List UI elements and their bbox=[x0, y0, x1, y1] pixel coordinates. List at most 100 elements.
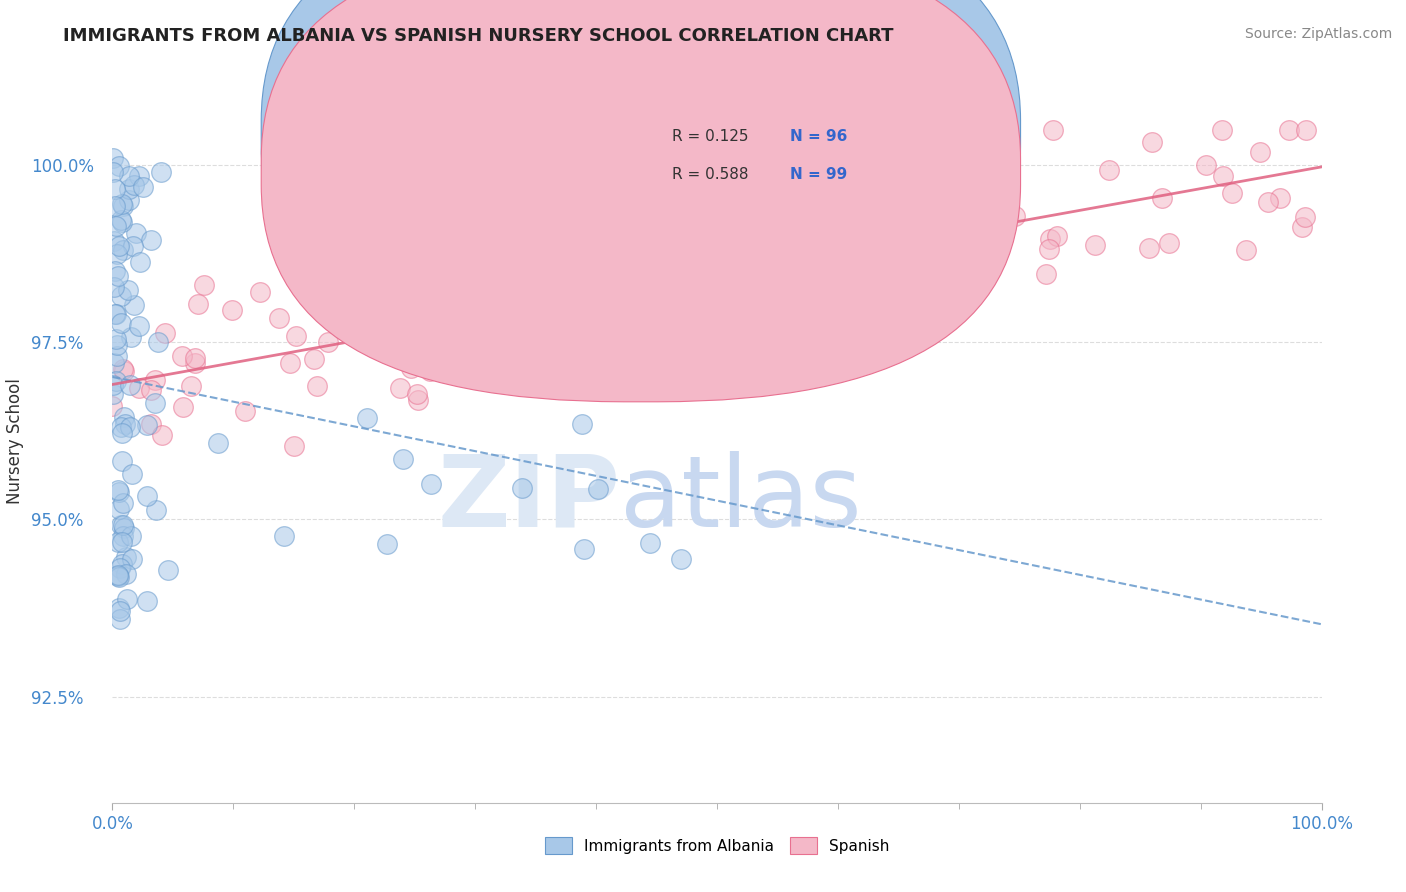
Point bbox=[104, 332, 127, 346]
Point bbox=[560, 338, 582, 352]
Point bbox=[117, 283, 139, 297]
Point bbox=[586, 483, 609, 497]
Point bbox=[156, 563, 179, 577]
Point bbox=[880, 186, 903, 200]
Point bbox=[458, 219, 481, 233]
Point bbox=[103, 280, 125, 294]
Point bbox=[1236, 243, 1258, 257]
Point bbox=[112, 521, 135, 535]
Point bbox=[896, 142, 918, 156]
Point bbox=[418, 310, 440, 324]
Point bbox=[364, 300, 387, 314]
Point bbox=[1270, 191, 1292, 205]
Text: atlas: atlas bbox=[620, 450, 862, 548]
Point bbox=[650, 334, 672, 348]
Point bbox=[924, 276, 946, 290]
Point bbox=[765, 276, 787, 290]
Point bbox=[104, 374, 127, 388]
Point bbox=[107, 535, 129, 549]
Point bbox=[553, 226, 575, 240]
Point bbox=[399, 361, 422, 376]
Point bbox=[120, 529, 142, 543]
Point bbox=[104, 199, 127, 213]
Point bbox=[304, 351, 326, 366]
Legend: Immigrants from Albania, Spanish: Immigrants from Albania, Spanish bbox=[538, 831, 896, 860]
Point bbox=[921, 183, 943, 197]
Point bbox=[388, 295, 411, 310]
Point bbox=[146, 334, 169, 349]
Point bbox=[105, 307, 128, 321]
Point bbox=[1277, 123, 1299, 137]
Point bbox=[411, 285, 433, 300]
Point bbox=[112, 529, 135, 543]
Point bbox=[103, 164, 125, 178]
Point bbox=[111, 244, 134, 258]
Point bbox=[280, 356, 302, 370]
Point bbox=[1046, 228, 1069, 243]
Point bbox=[128, 381, 150, 395]
Text: Source: ZipAtlas.com: Source: ZipAtlas.com bbox=[1244, 27, 1392, 41]
Point bbox=[136, 594, 159, 608]
Point bbox=[571, 417, 593, 431]
Point bbox=[631, 316, 654, 330]
Point bbox=[125, 226, 148, 240]
Point bbox=[273, 528, 295, 542]
Point bbox=[112, 496, 135, 510]
Point bbox=[110, 419, 132, 434]
Point bbox=[101, 400, 124, 414]
Point bbox=[1294, 211, 1316, 225]
Point bbox=[931, 290, 953, 304]
Point bbox=[392, 452, 415, 467]
Text: N = 99: N = 99 bbox=[790, 168, 846, 183]
Text: R = 0.125: R = 0.125 bbox=[672, 129, 749, 145]
Point bbox=[107, 484, 129, 499]
Point bbox=[110, 426, 132, 441]
Point bbox=[110, 316, 132, 330]
Point bbox=[108, 159, 131, 173]
Point bbox=[153, 326, 176, 340]
Point bbox=[406, 387, 429, 401]
Point bbox=[112, 410, 135, 425]
Point bbox=[1211, 123, 1233, 137]
Point bbox=[128, 169, 150, 184]
Point bbox=[398, 268, 420, 283]
Point bbox=[107, 567, 129, 582]
Point bbox=[107, 337, 129, 351]
Point bbox=[108, 239, 131, 253]
Point bbox=[143, 373, 166, 387]
Point bbox=[420, 477, 443, 491]
Point bbox=[1035, 267, 1057, 281]
Point bbox=[249, 285, 271, 299]
Point bbox=[382, 279, 405, 293]
Point bbox=[111, 214, 134, 228]
Point bbox=[121, 467, 143, 481]
Point bbox=[408, 392, 430, 407]
Point bbox=[305, 379, 328, 393]
Point bbox=[172, 401, 194, 415]
Point bbox=[107, 483, 129, 497]
Point bbox=[120, 329, 142, 343]
Point bbox=[107, 269, 129, 284]
Point bbox=[145, 503, 167, 517]
Point bbox=[107, 570, 129, 584]
Point bbox=[128, 318, 150, 333]
Point bbox=[889, 195, 911, 210]
Point bbox=[118, 193, 141, 207]
Point bbox=[121, 552, 143, 566]
Point bbox=[488, 290, 510, 304]
Point bbox=[682, 275, 704, 289]
Point bbox=[114, 417, 136, 431]
Point bbox=[118, 169, 141, 183]
Point bbox=[789, 179, 811, 194]
Point bbox=[170, 349, 193, 363]
FancyBboxPatch shape bbox=[262, 0, 1021, 364]
Point bbox=[522, 373, 544, 387]
Point bbox=[1142, 135, 1164, 149]
Point bbox=[124, 298, 146, 312]
Point bbox=[136, 489, 159, 503]
Point bbox=[534, 245, 557, 260]
Point bbox=[832, 322, 855, 336]
Point bbox=[1157, 236, 1180, 251]
Point bbox=[433, 349, 456, 363]
Point bbox=[1195, 158, 1218, 172]
